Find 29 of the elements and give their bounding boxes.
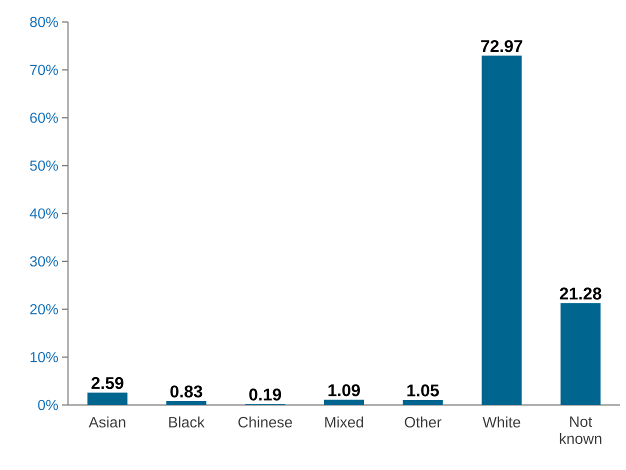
y-tick-label: 60%	[30, 112, 58, 123]
y-tick-label: 20%	[30, 304, 58, 314]
y-tick-label: 50%	[30, 160, 58, 171]
bar	[402, 400, 443, 405]
x-tick-label: Other	[404, 416, 442, 428]
bar	[324, 400, 364, 405]
data-label: 1.05	[407, 384, 439, 396]
bar	[166, 401, 206, 405]
y-tick-label: 0%	[38, 400, 58, 410]
x-tick-label: White	[482, 416, 520, 428]
x-tick-label: Asian	[88, 416, 126, 428]
bar	[482, 56, 522, 405]
y-tick-label: 10%	[30, 352, 58, 362]
x-tick-label: Not known	[560, 416, 602, 444]
y-tick-label: 80%	[30, 16, 58, 28]
data-label: 21.28	[560, 288, 602, 300]
y-tick-label: 40%	[30, 208, 58, 219]
x-tick-label: Mixed	[325, 416, 364, 428]
data-label: 0.19	[249, 388, 282, 401]
data-label: 1.09	[328, 384, 360, 396]
data-label: 0.83	[170, 385, 202, 398]
data-label: 2.59	[91, 377, 124, 390]
bar	[87, 392, 128, 405]
x-tick-label: Black	[169, 416, 205, 428]
y-tick-label: 70%	[30, 64, 58, 76]
x-tick-label: Chinese	[238, 416, 292, 428]
y-tick-label: 30%	[30, 256, 58, 267]
bar	[560, 303, 601, 405]
data-label: 72.97	[481, 40, 522, 52]
